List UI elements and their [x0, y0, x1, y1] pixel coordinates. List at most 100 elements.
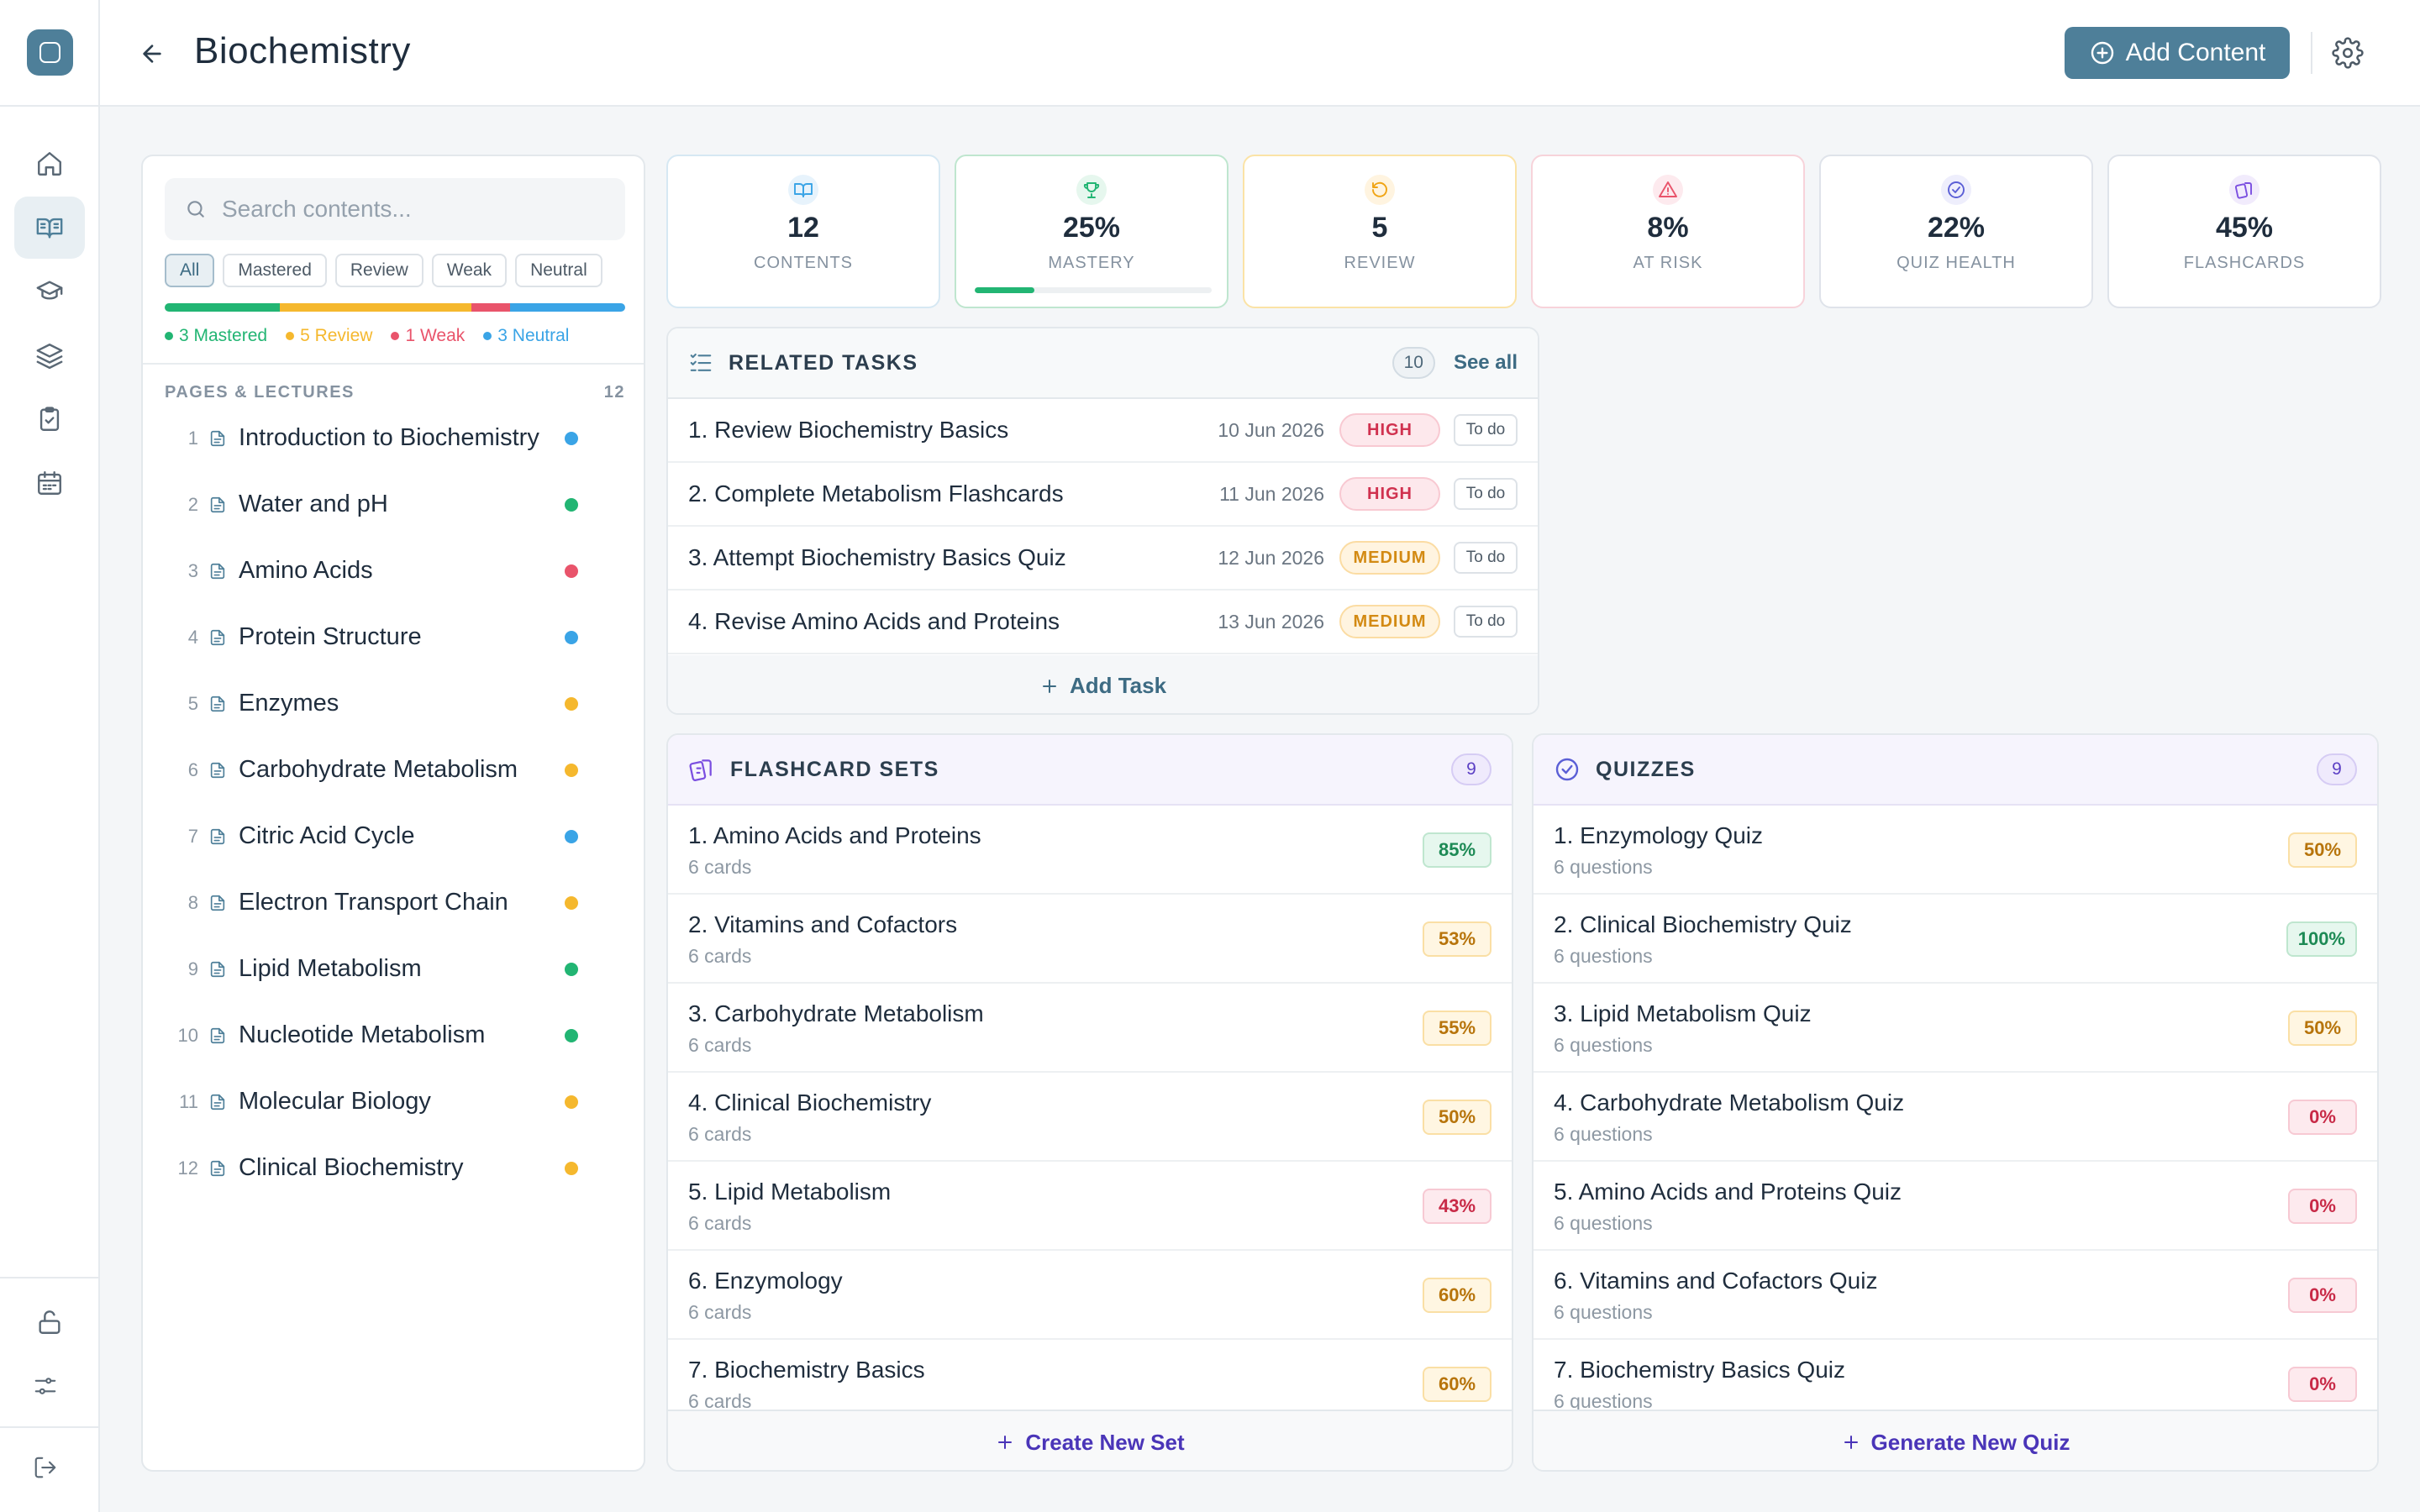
stat-label: MASTERY [1048, 254, 1135, 272]
status-legend: 3 Mastered 5 Review 1 Weak 3 Neutral [165, 326, 569, 346]
quiz-row[interactable]: 3. Lipid Metabolism Quiz 6 questions 50% [1534, 984, 2377, 1073]
add-task-button[interactable]: Add Task [668, 655, 1538, 713]
nav-home-button[interactable] [14, 133, 85, 195]
flashcard-set-row[interactable]: 3. Carbohydrate Metabolism 6 cards 55% [668, 984, 1512, 1073]
lock-toggle-button[interactable] [14, 1291, 85, 1353]
page-list-item[interactable]: 1 Introduction to Biochemistry [165, 405, 625, 471]
stat-card-review[interactable]: 5 REVIEW [1243, 155, 1517, 308]
stat-card-quiz-health[interactable]: 22% QUIZ HEALTH [1819, 155, 2093, 308]
flashcard-set-row[interactable]: 6. Enzymology 6 cards 60% [668, 1251, 1512, 1340]
task-row[interactable]: 2. Complete Metabolism Flashcards 11 Jun … [668, 463, 1538, 527]
flashcard-set-row-title: 6. Enzymology [688, 1268, 843, 1294]
back-button[interactable] [134, 35, 171, 72]
search-box [165, 178, 625, 240]
flashcard-set-row[interactable]: 1. Amino Acids and Proteins 6 cards 85% [668, 806, 1512, 895]
page-list-item[interactable]: 4 Protein Structure [165, 604, 625, 670]
quiz-row-title: 5. Amino Acids and Proteins Quiz [1554, 1179, 1902, 1205]
legend-label: 5 Review [300, 326, 373, 345]
nav-courses-button[interactable] [14, 260, 85, 323]
task-status-button[interactable]: To do [1454, 606, 1518, 638]
nav-tasks-button[interactable] [14, 388, 85, 450]
stat-card-contents[interactable]: 12 CONTENTS [666, 155, 940, 308]
stat-value: 22% [1927, 212, 1986, 244]
flashcards-title: FLASHCARD SETS [730, 757, 939, 781]
rail-divider [0, 1426, 100, 1428]
page-number: 6 [187, 759, 198, 780]
page-title-label: Protein Structure [239, 623, 422, 650]
filter-mastered-chip[interactable]: Mastered [223, 254, 327, 287]
quiz-row[interactable]: 2. Clinical Biochemistry Quiz 6 questions… [1534, 895, 2377, 984]
page-title-label: Amino Acids [239, 557, 373, 584]
flashcard-set-row-title: 4. Clinical Biochemistry [688, 1089, 932, 1116]
tasks-header: RELATED TASKS 10 See all [668, 328, 1538, 399]
flashcard-icon [2229, 175, 2260, 205]
filter-review-chip[interactable]: Review [334, 254, 424, 287]
flashcard-set-row-title: 3. Carbohydrate Metabolism [688, 1000, 984, 1026]
page-number: 10 [177, 1024, 198, 1046]
stat-card-at-risk[interactable]: 8% AT RISK [1531, 155, 1805, 308]
quiz-row[interactable]: 1. Enzymology Quiz 6 questions 50% [1534, 806, 2377, 895]
task-status-button[interactable]: To do [1454, 414, 1518, 446]
plus-icon [1841, 1432, 1861, 1452]
nav-contents-button[interactable] [14, 197, 85, 259]
score-badge: 50% [2288, 1011, 2357, 1046]
flashcard-set-row[interactable]: 2. Vitamins and Cofactors 6 cards 53% [668, 895, 1512, 984]
settings-button[interactable] [2328, 34, 2367, 72]
page-list-item[interactable]: 6 Carbohydrate Metabolism [165, 737, 625, 803]
page-number: 9 [187, 958, 198, 979]
document-icon [208, 760, 229, 780]
task-row[interactable]: 4. Revise Amino Acids and Proteins 13 Jun… [668, 591, 1538, 654]
flashcard-set-row[interactable]: 4. Clinical Biochemistry 6 cards 50% [668, 1073, 1512, 1162]
document-icon [208, 1092, 229, 1112]
app-logo[interactable] [27, 29, 73, 76]
stat-value: 25% [1062, 212, 1121, 244]
quiz-row[interactable]: 5. Amino Acids and Proteins Quiz 6 questi… [1534, 1162, 2377, 1251]
page-list-item[interactable]: 3 Amino Acids [165, 538, 625, 604]
create-new-set-button[interactable]: Create New Set [668, 1410, 1512, 1470]
add-content-button[interactable]: Add Content [2065, 27, 2290, 79]
search-input[interactable] [222, 196, 608, 223]
left-rail [0, 0, 100, 1512]
page-status-dot [565, 1028, 578, 1042]
page-number: 8 [187, 891, 198, 913]
generate-new-quiz-button[interactable]: Generate New Quiz [1534, 1410, 2377, 1470]
page-list-item[interactable]: 11 Molecular Biology [165, 1068, 625, 1135]
task-row[interactable]: 3. Attempt Biochemistry Basics Quiz 12 Ju… [668, 527, 1538, 591]
quiz-row[interactable]: 7. Biochemistry Basics Quiz 6 questions 0% [1534, 1340, 2377, 1429]
stat-card-flashcards[interactable]: 45% FLASHCARDS [2107, 155, 2381, 308]
task-status-button[interactable]: To do [1454, 542, 1518, 574]
task-due-date: 12 Jun 2026 [1218, 546, 1324, 569]
nav-decks-button[interactable] [14, 324, 85, 386]
quiz-row[interactable]: 4. Carbohydrate Metabolism Quiz 6 questio… [1534, 1073, 2377, 1162]
stat-value: 45% [2215, 212, 2274, 244]
filter-weak-chip[interactable]: Weak [431, 254, 508, 287]
task-status-button[interactable]: To do [1454, 478, 1518, 510]
page-status-dot [565, 431, 578, 445]
document-icon [208, 959, 229, 979]
see-all-tasks-link[interactable]: See all [1453, 351, 1518, 374]
page-list-item[interactable]: 2 Water and pH [165, 471, 625, 538]
logout-button[interactable] [10, 1436, 81, 1499]
page-list-item[interactable]: 12 Clinical Biochemistry [165, 1135, 625, 1201]
score-badge: 55% [1423, 1011, 1491, 1046]
flashcard-set-row[interactable]: 5. Lipid Metabolism 6 cards 43% [668, 1162, 1512, 1251]
page-list-item[interactable]: 5 Enzymes [165, 670, 625, 737]
graduation-cap-icon [35, 277, 64, 306]
stat-card-mastery[interactable]: 25% MASTERY [955, 155, 1228, 308]
document-icon [208, 495, 229, 515]
page-status-dot [565, 1095, 578, 1109]
nav-calendar-button[interactable] [14, 452, 85, 514]
preferences-button[interactable] [10, 1355, 81, 1417]
page-list-item[interactable]: 10 Nucleotide Metabolism [165, 1002, 625, 1068]
page-list-item[interactable]: 7 Citric Acid Cycle [165, 803, 625, 869]
filter-all-chip[interactable]: All [165, 254, 215, 287]
page-status-dot [565, 1161, 578, 1175]
task-row[interactable]: 1. Review Biochemistry Basics 10 Jun 2026… [668, 399, 1538, 463]
filter-neutral-chip[interactable]: Neutral [515, 254, 602, 287]
quiz-row[interactable]: 6. Vitamins and Cofactors Quiz 6 question… [1534, 1251, 2377, 1340]
create-new-set-label: Create New Set [1025, 1429, 1185, 1455]
page-list-item[interactable]: 9 Lipid Metabolism [165, 936, 625, 1002]
quiz-row-subtitle: 6 questions [1554, 1212, 1653, 1234]
page-status-dot [565, 564, 578, 578]
page-list-item[interactable]: 8 Electron Transport Chain [165, 869, 625, 936]
